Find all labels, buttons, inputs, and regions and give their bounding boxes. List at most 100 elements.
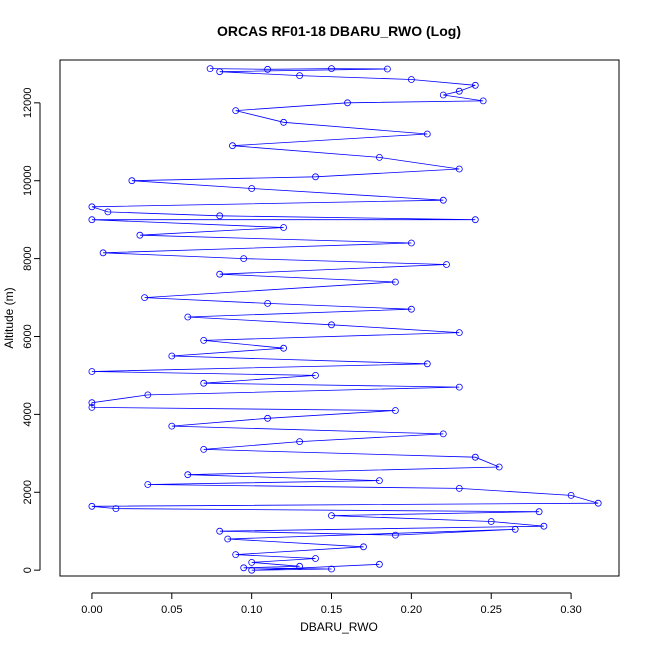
data-point <box>471 81 479 89</box>
y-tick-label: 4000 <box>22 402 34 426</box>
data-point <box>99 249 107 257</box>
y-axis: 0 2000 4000 6000 8000 10000 12000 <box>22 88 41 573</box>
data-point <box>168 352 176 360</box>
data-point <box>168 422 176 430</box>
data-point <box>216 270 224 278</box>
data-point <box>360 543 367 551</box>
y-tick-label: 10000 <box>22 165 34 196</box>
data-point <box>375 477 383 485</box>
data-point <box>232 551 240 558</box>
data-point <box>479 97 487 105</box>
data-point <box>216 527 224 535</box>
data-point <box>391 531 399 539</box>
data-point <box>280 344 288 352</box>
data-point <box>471 453 479 461</box>
data-point <box>296 438 304 446</box>
x-tick-label: 0.30 <box>560 604 581 616</box>
data-point <box>407 239 415 247</box>
data-point <box>216 212 224 220</box>
data-point <box>328 512 335 519</box>
data-point <box>407 76 415 83</box>
x-tick-label: 0.10 <box>241 604 262 616</box>
data-point <box>200 336 208 344</box>
data-point <box>443 261 450 268</box>
data-point <box>88 216 96 224</box>
data-layer <box>88 65 602 574</box>
data-point <box>88 368 96 375</box>
x-axis-label: DBARU_RWO <box>300 620 378 634</box>
data-point <box>141 294 149 302</box>
data-point <box>328 65 335 72</box>
data-point <box>407 305 415 313</box>
data-point <box>328 321 335 329</box>
y-tick-label: 12000 <box>22 88 34 119</box>
data-point <box>136 231 144 239</box>
data-point <box>280 224 288 231</box>
chart-title: ORCAS RF01-18 DBARU_RWO (Log) <box>217 23 461 39</box>
data-point <box>423 130 431 138</box>
data-point <box>144 391 152 399</box>
data-point <box>296 562 304 570</box>
data-point <box>495 463 503 471</box>
data-point <box>264 299 272 307</box>
data-point <box>439 91 447 99</box>
data-point <box>88 403 96 411</box>
data-point <box>229 142 236 150</box>
data-point <box>248 559 256 566</box>
data-point <box>455 165 463 173</box>
data-point <box>511 525 519 533</box>
data-point <box>455 329 463 337</box>
plot-frame <box>59 59 620 577</box>
data-point <box>312 371 319 379</box>
data-point <box>328 565 335 573</box>
data-point <box>240 564 248 572</box>
data-point <box>296 72 304 79</box>
data-point <box>375 153 383 161</box>
data-point <box>375 560 383 568</box>
data-point <box>240 255 248 263</box>
data-point <box>216 68 224 76</box>
data-point <box>206 65 214 72</box>
data-point <box>144 481 152 488</box>
data-point <box>232 107 240 114</box>
data-point <box>312 555 319 562</box>
data-point <box>200 379 208 387</box>
data-point <box>594 499 602 507</box>
data-point <box>104 208 112 216</box>
data-point <box>423 360 431 368</box>
x-tick-label: 0.15 <box>321 604 342 616</box>
data-point <box>264 65 272 73</box>
data-point <box>455 484 463 492</box>
data-point <box>248 185 256 192</box>
data-point <box>455 87 463 95</box>
series-line <box>91 68 599 571</box>
data-point <box>391 278 399 286</box>
y-tick-label: 2000 <box>22 480 34 504</box>
x-tick-label: 0.05 <box>161 604 182 616</box>
data-point <box>184 313 192 321</box>
data-point <box>224 535 232 543</box>
y-tick-label: 8000 <box>22 246 34 270</box>
data-point <box>439 196 447 204</box>
data-point <box>312 173 319 181</box>
data-point <box>88 502 96 510</box>
data-point <box>184 471 192 479</box>
x-tick-label: 0.20 <box>401 604 422 616</box>
data-point <box>264 414 272 422</box>
data-point <box>248 566 256 574</box>
data-point <box>88 203 96 211</box>
data-point <box>535 508 543 516</box>
x-tick-label: 0.00 <box>81 604 102 616</box>
data-point <box>540 522 548 530</box>
data-point <box>200 445 208 453</box>
data-point <box>471 216 479 224</box>
x-tick-label: 0.25 <box>481 604 502 616</box>
y-tick-label: 6000 <box>22 324 34 348</box>
y-tick-label: 0 <box>22 567 34 573</box>
data-point <box>391 407 399 414</box>
y-axis-label: Altitude (m) <box>2 287 16 348</box>
data-point <box>112 505 120 513</box>
data-point <box>487 518 495 525</box>
